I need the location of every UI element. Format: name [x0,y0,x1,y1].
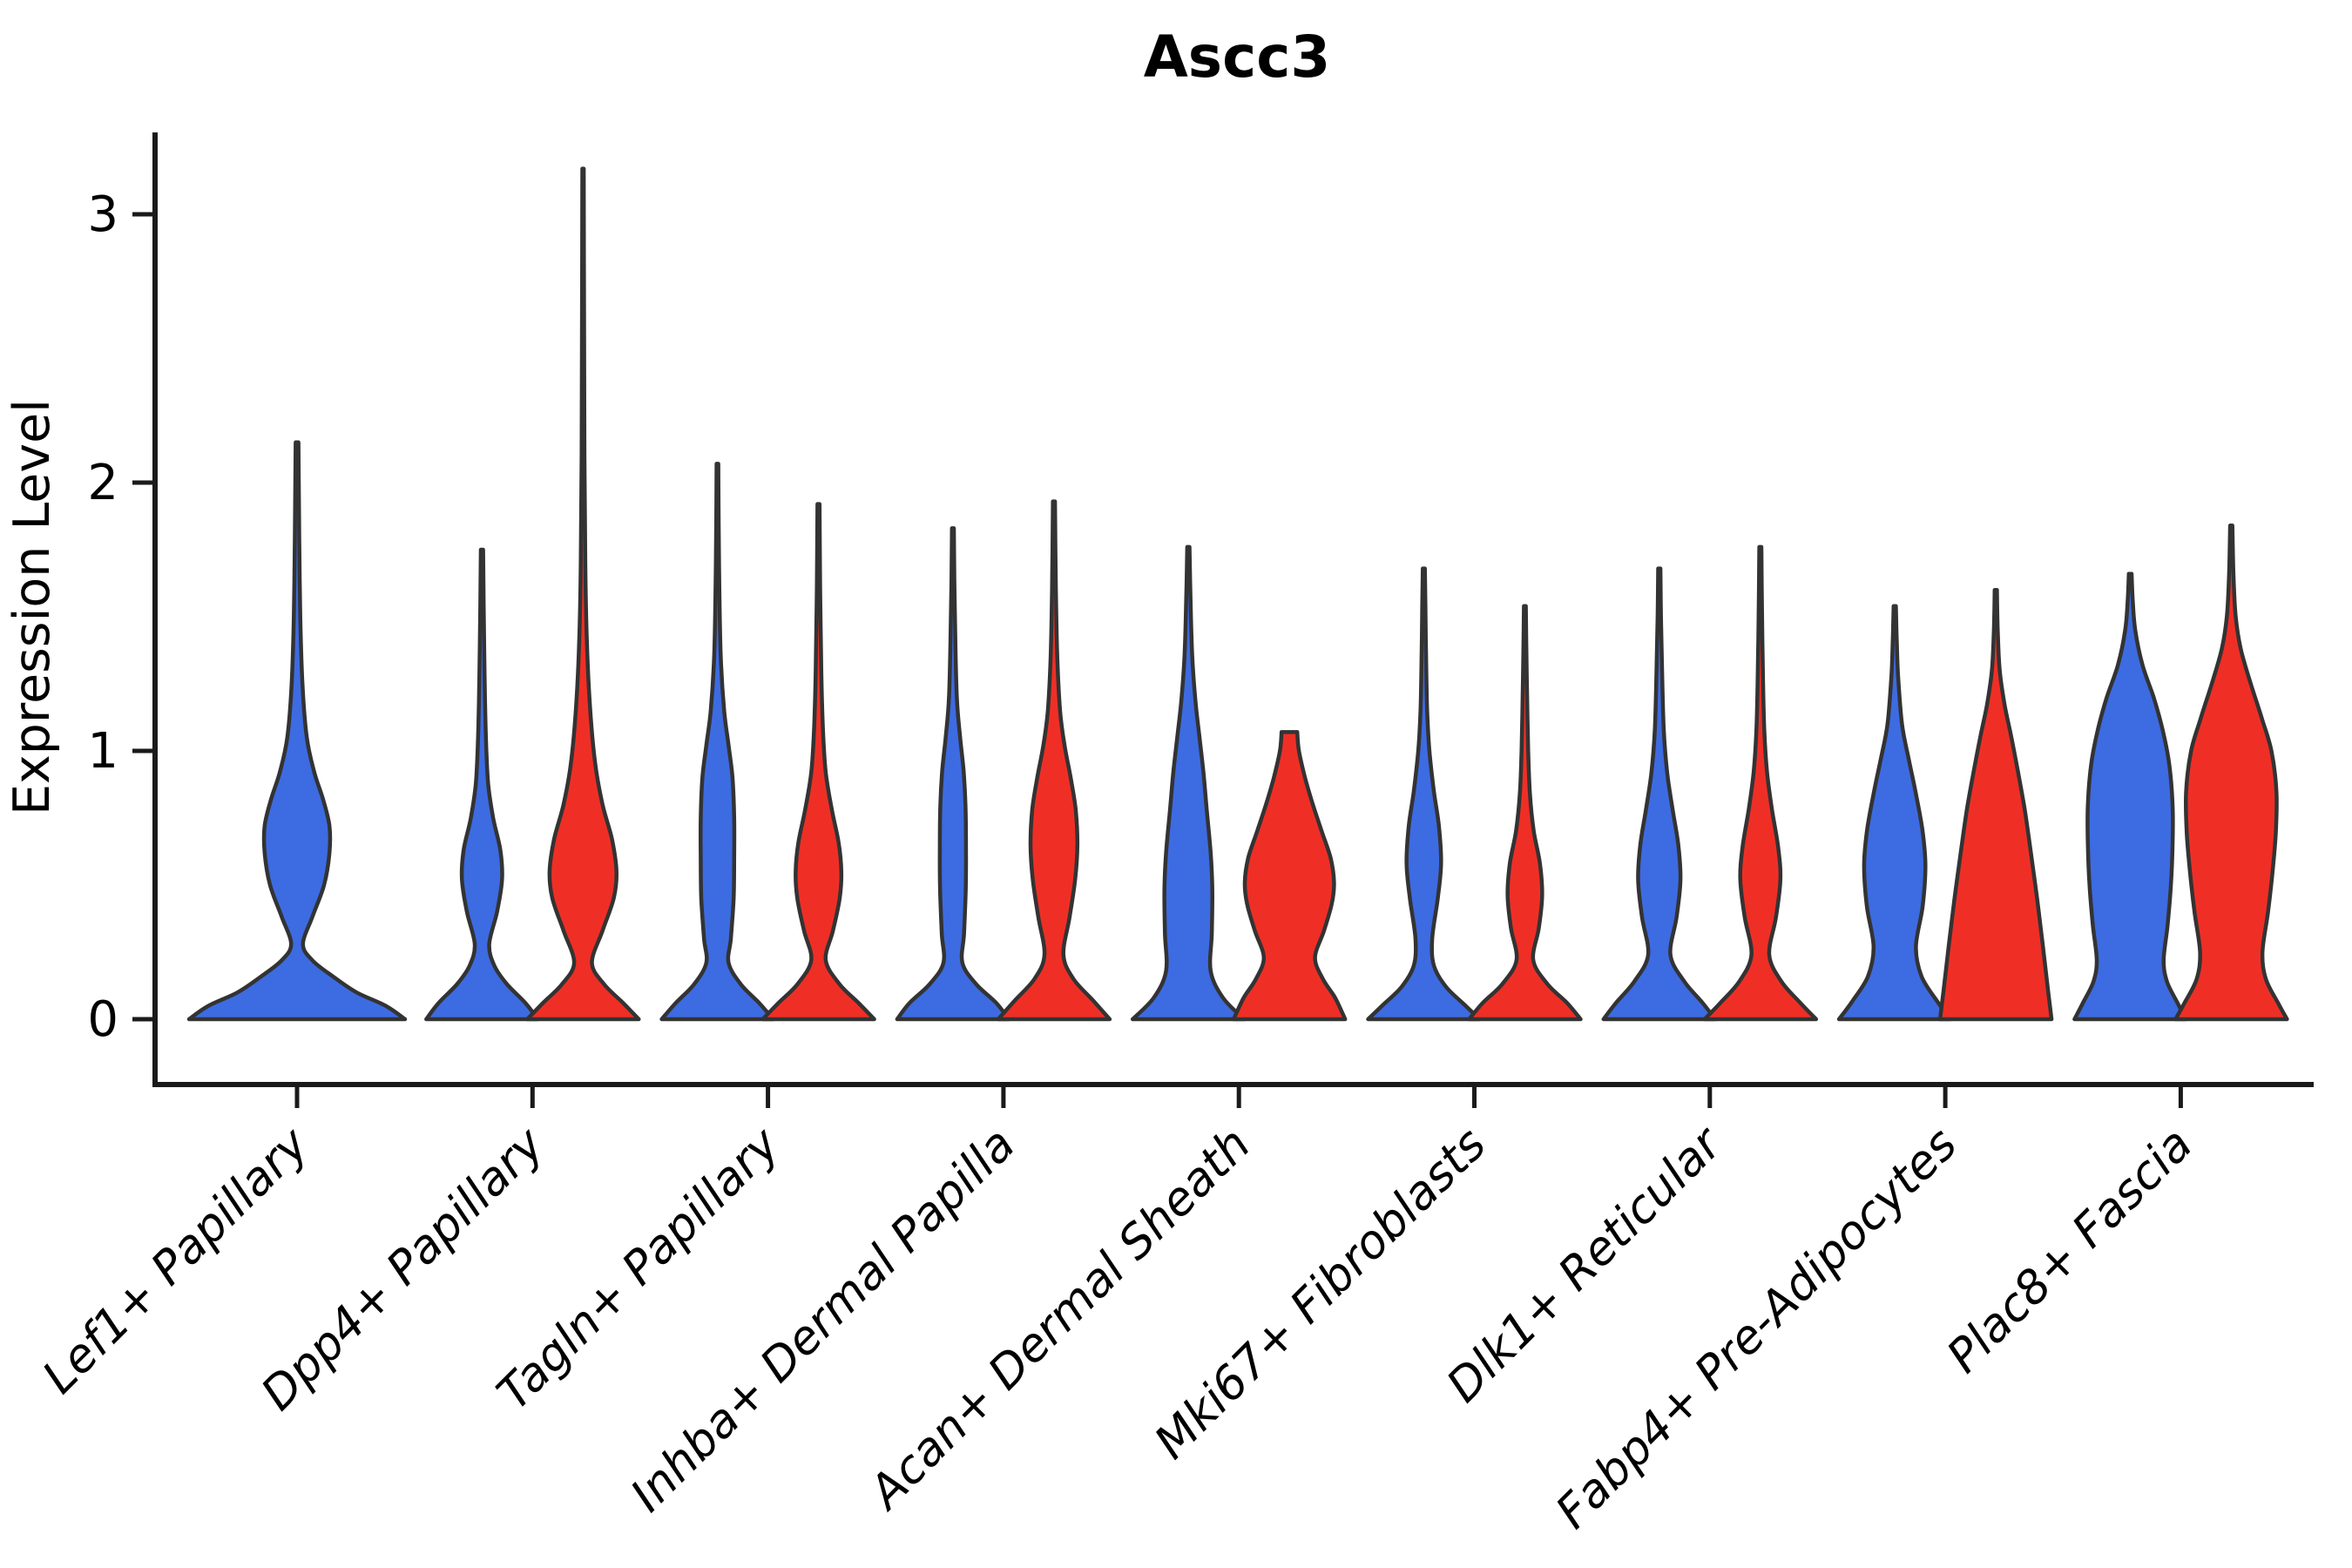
violin-red-fabp4-pre-adipocytes [1937,587,2054,1022]
violin-red-acan-dermal-sheath [1231,730,1348,1022]
violin-red-dpp4-papillary [525,166,641,1022]
violin-blue-dlk1-reticular [1601,566,1718,1022]
y-axis-label: Expression Level [3,399,61,815]
violin-blue-fabp4-pre-adipocytes [1836,604,1953,1022]
y-tick-label: 1 [87,723,118,780]
chart-title: Ascc3 [1144,24,1331,91]
y-tick-label: 3 [87,186,118,243]
violin-series [186,166,2289,1022]
violin-blue-plac8-fascia [2072,571,2188,1022]
violin-red-tagln-papillary [760,502,876,1022]
violin-blue-dpp4-papillary [424,547,540,1022]
violin-blue-acan-dermal-sheath [1130,544,1247,1022]
y-tick-labels: 0 1 2 3 [87,186,118,1048]
y-tick-label: 2 [87,455,118,511]
violin-red-mki67-fibroblasts [1467,604,1583,1022]
violin-red-inhba-dermal-papilla [996,499,1112,1022]
violin-red-dlk1-reticular [1702,544,1819,1022]
axes [132,132,2314,1108]
violin-blue-mki67-fibroblasts [1366,566,1482,1022]
violin-red-plac8-fascia [2173,524,2289,1022]
violin-blue-tagln-papillary [659,462,775,1022]
violin-blue-lef1-papillary [186,440,408,1022]
y-tick-label: 0 [87,991,118,1048]
violin-blue-inhba-dermal-papilla [895,526,1011,1022]
